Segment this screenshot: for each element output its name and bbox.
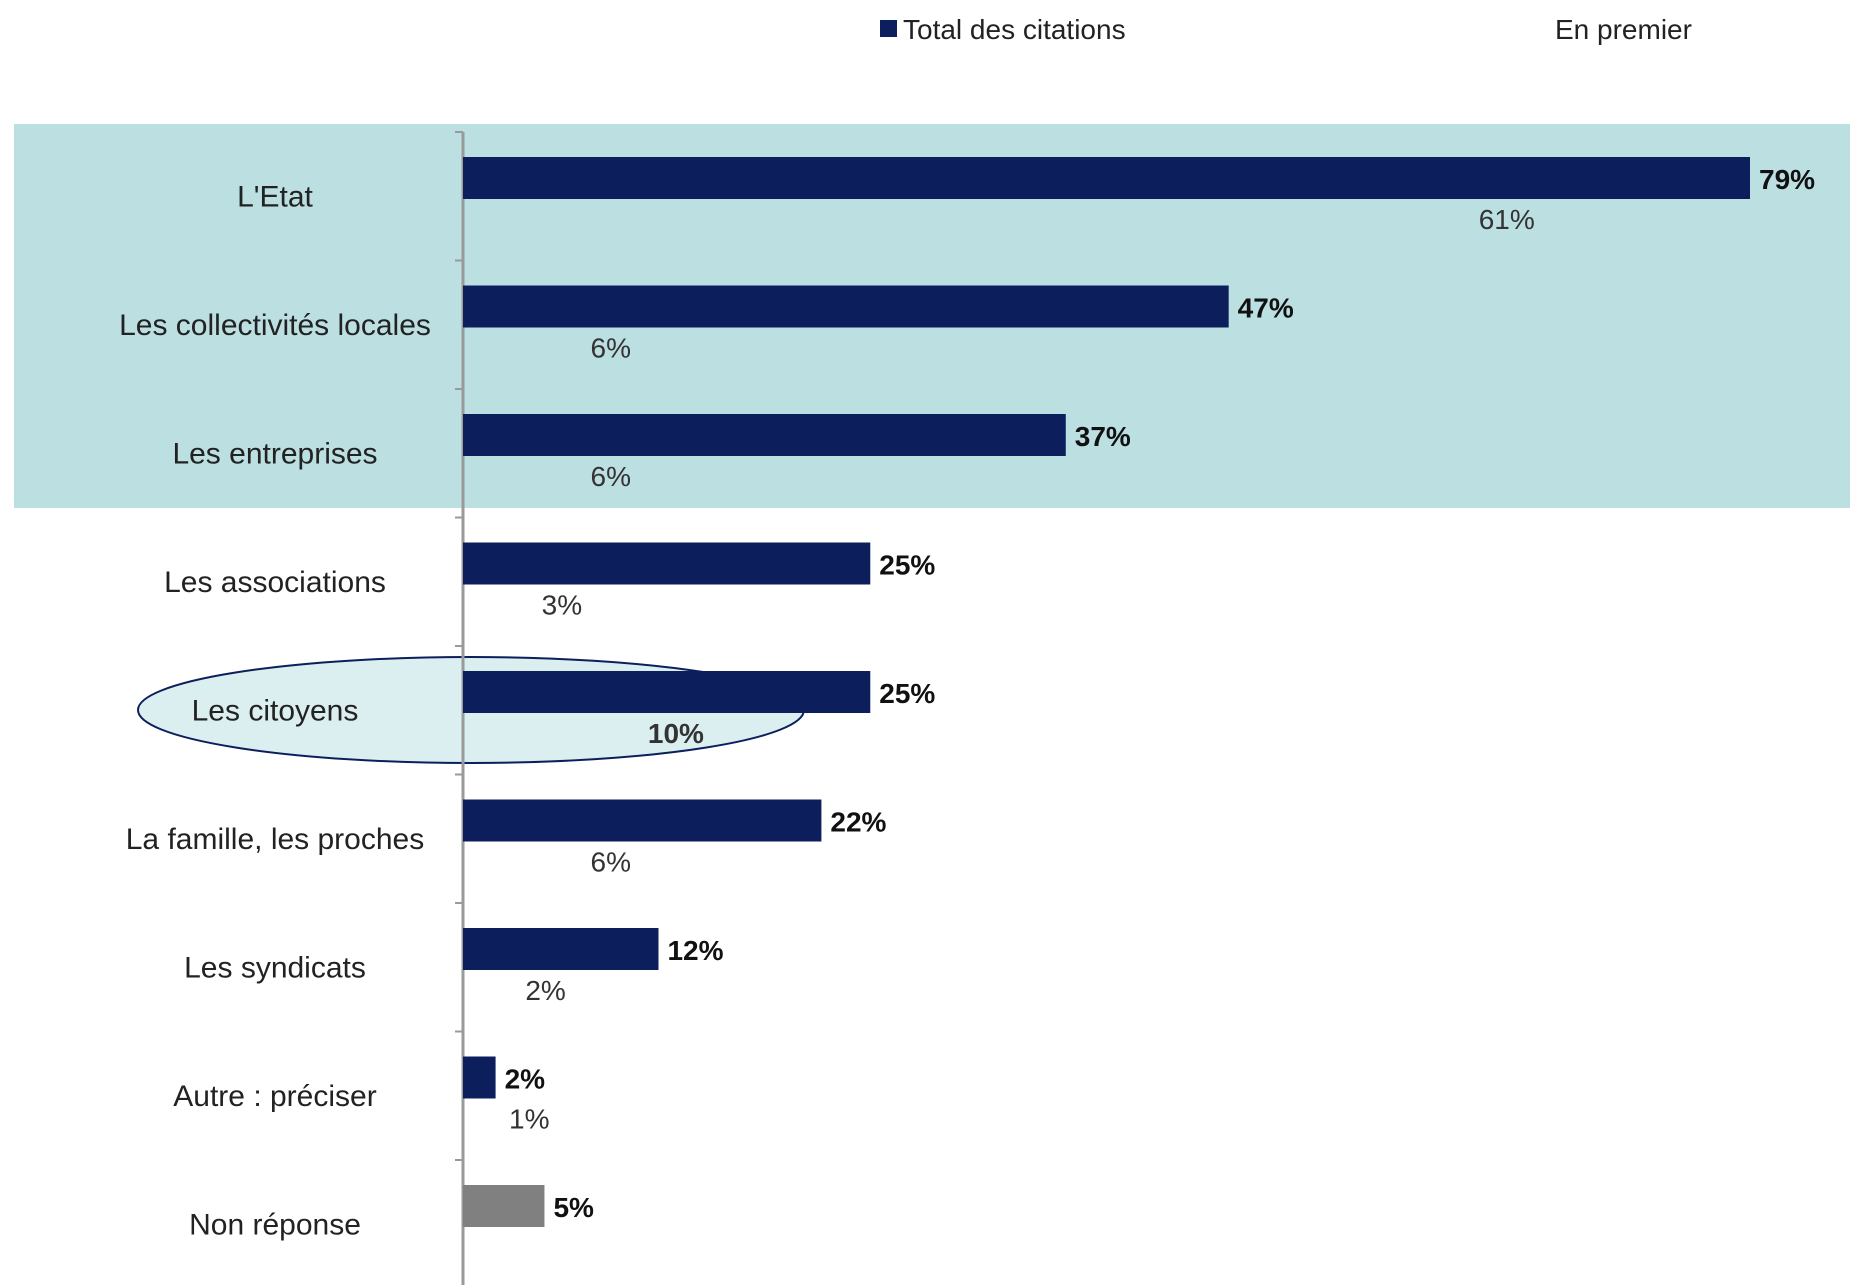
bar-total [463, 799, 822, 842]
bar-value-label: 47% [1238, 293, 1294, 324]
first-value-label: 61% [1479, 204, 1535, 235]
category-label: La famille, les proches [126, 823, 424, 856]
bar-total [463, 671, 871, 713]
bar-value-label: 25% [879, 678, 935, 709]
first-value-label: 2% [525, 975, 565, 1006]
legend-label-total: Total des citations [903, 14, 1126, 45]
legend-swatch-total [880, 20, 897, 37]
bar-value-label: 12% [667, 935, 723, 966]
first-value-label: 10% [648, 718, 704, 749]
bar-value-label: 37% [1075, 421, 1131, 452]
bar-total [463, 285, 1229, 328]
bar-value-label: 25% [879, 550, 935, 581]
category-label: Les associations [164, 566, 386, 599]
category-label: Non réponse [189, 1208, 361, 1241]
legend-label-first: En premier [1555, 14, 1692, 45]
bar-value-label: 5% [553, 1192, 594, 1223]
category-label: Les syndicats [184, 951, 366, 984]
bar-total [463, 1056, 496, 1099]
bar-value-label: 22% [830, 807, 886, 838]
bar-total [463, 157, 1750, 199]
category-label: Les collectivités locales [119, 309, 431, 342]
bar-total [463, 928, 659, 970]
first-value-label: 6% [591, 333, 631, 364]
category-label: Les entreprises [172, 437, 377, 470]
first-value-label: 1% [509, 1104, 549, 1135]
first-value-label: 6% [591, 461, 631, 492]
category-label: Autre : préciser [173, 1080, 376, 1113]
bar-total [463, 542, 871, 585]
bar-value-label: 79% [1759, 164, 1815, 195]
bar-total [463, 414, 1066, 456]
category-label: Les citoyens [192, 694, 359, 727]
first-value-label: 6% [591, 847, 631, 878]
legend: Total des citations En premier [880, 14, 1692, 45]
bar-value-label: 2% [505, 1064, 546, 1095]
bar-total [463, 1185, 545, 1227]
bars: L'Etat 79% 61% Les collectivités locales 47%… [119, 157, 1815, 1241]
category-label: L'Etat [237, 180, 313, 213]
first-value-label: 3% [542, 590, 582, 621]
